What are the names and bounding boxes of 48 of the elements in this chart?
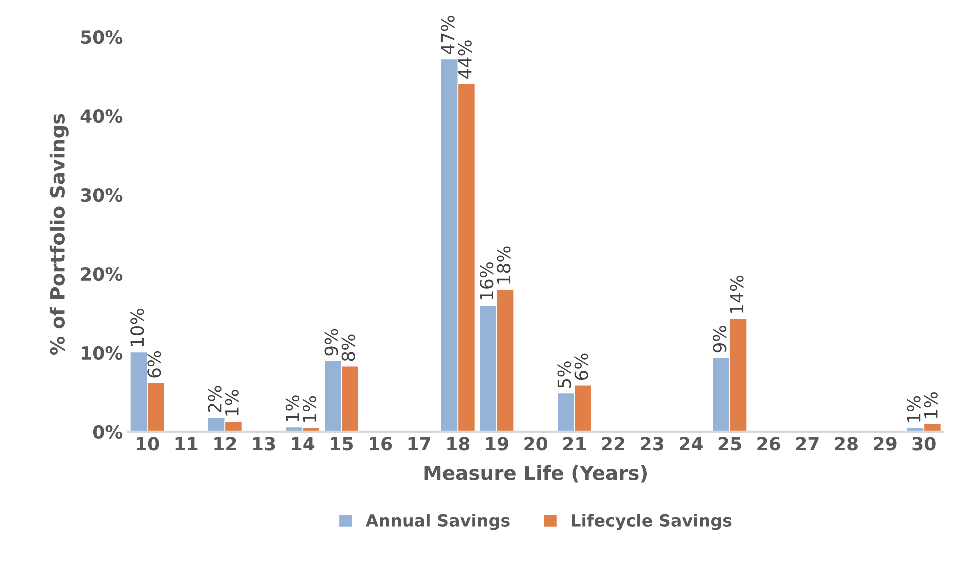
- x-tick-label: 27: [796, 437, 819, 451]
- x-tick-label: 21: [564, 437, 586, 451]
- legend-label: Lifecycle Savings: [572, 514, 732, 530]
- x-tick-label: 14: [292, 437, 315, 451]
- data-label: 8%: [342, 334, 356, 362]
- x-tick-label: 24: [680, 437, 703, 451]
- x-tick-label: 26: [758, 437, 780, 451]
- data-label: 16%: [480, 262, 494, 300]
- x-tick-label: 13: [253, 437, 276, 451]
- data-label: 44%: [458, 40, 472, 79]
- x-tick-label: 17: [408, 437, 430, 451]
- x-tick-label: 16: [370, 437, 392, 451]
- data-label: 1%: [907, 396, 921, 422]
- data-label: 1%: [302, 396, 317, 422]
- x-tick-label: 10: [136, 437, 160, 451]
- x-tick-label: 19: [486, 437, 508, 451]
- x-tick-label: 29: [874, 437, 897, 451]
- data-label: 14%: [730, 276, 744, 314]
- data-label: 47%: [441, 16, 455, 54]
- x-tick-label: 25: [718, 437, 742, 451]
- x-tick-label: 12: [214, 437, 236, 451]
- data-label: 6%: [148, 351, 162, 378]
- x-tick-label: 11: [176, 437, 198, 451]
- data-label: 6%: [574, 354, 588, 380]
- y-tick-label: 10%: [82, 346, 123, 360]
- data-label: 2%: [208, 386, 222, 412]
- data-label: 5%: [558, 362, 572, 388]
- data-label: 1%: [286, 396, 300, 422]
- y-tick-label: 0%: [93, 425, 123, 440]
- x-tick-label: 23: [641, 437, 664, 451]
- y-tick-label: 50%: [81, 30, 123, 44]
- y-tick-label: 40%: [80, 109, 123, 124]
- x-tick-label: 15: [331, 437, 353, 451]
- y-axis-title: % of Portfolio Savings: [50, 114, 69, 356]
- y-tick-label: 30%: [81, 188, 123, 202]
- data-label: 1%: [924, 392, 938, 418]
- data-label: 9%: [713, 326, 727, 353]
- x-tick-label: 30: [912, 437, 936, 451]
- x-tick-label: 20: [524, 437, 548, 451]
- legend-label: Annual Savings: [366, 514, 510, 530]
- x-axis-title: Measure Life (Years): [424, 465, 647, 483]
- x-tick-label: 18: [448, 437, 470, 451]
- data-label: 9%: [324, 329, 338, 356]
- x-tick-label: 28: [835, 437, 858, 451]
- x-tick-label: 22: [602, 437, 624, 451]
- data-label: 1%: [225, 390, 239, 416]
- data-label: 18%: [497, 246, 511, 284]
- y-tick-label: 20%: [81, 267, 123, 282]
